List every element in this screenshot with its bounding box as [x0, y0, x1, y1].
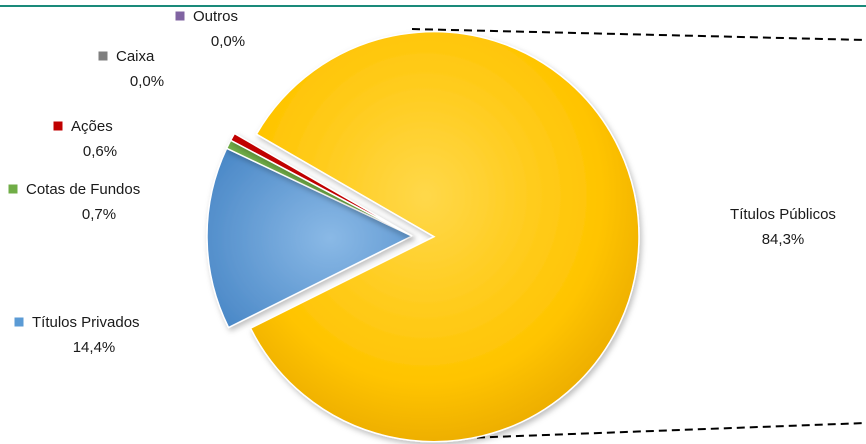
slice-label-1: Títulos Privados 14,4% [13, 314, 140, 356]
pie-slices [206, 30, 640, 443]
slice-label-name: Outros [193, 8, 238, 25]
legend-marker-icon [7, 183, 19, 195]
slice-label-2: Cotas de Fundos 0,7% [7, 181, 140, 223]
pie-labels: Títulos Públicos 84,3% Títulos Privados 14,… [7, 8, 836, 356]
pie-slice-3 [229, 132, 413, 237]
legend-marker-icon [174, 10, 186, 22]
legend-marker-icon [13, 316, 25, 328]
slice-label-name: Caixa [116, 48, 155, 65]
connector-line-top [411, 28, 866, 41]
slice-label-0: Títulos Públicos 84,3% [730, 206, 836, 248]
slice-label-value: 0,0% [130, 73, 164, 90]
slice-label-value: 0,6% [83, 143, 117, 160]
slice-label-5: Outros 0,0% [174, 8, 245, 50]
slice-label-value: 0,0% [211, 33, 245, 50]
slice-label-name: Títulos Públicos [730, 206, 836, 223]
legend-marker-icon [52, 120, 64, 132]
slice-label-value: 0,7% [82, 206, 116, 223]
pie-slice-0 [249, 30, 640, 443]
slice-label-value: 84,3% [762, 231, 805, 248]
legend-marker-icon [97, 50, 109, 62]
slice-label-name: Títulos Privados [32, 314, 140, 331]
slice-label-value: 14,4% [73, 339, 116, 356]
connector-line-bottom [411, 422, 866, 441]
slice-label-name: Ações [71, 118, 113, 135]
pie-slice-1 [206, 147, 414, 329]
slice-label-3: Ações 0,6% [52, 118, 117, 160]
slice-label-name: Cotas de Fundos [26, 181, 140, 198]
slice-label-4: Caixa 0,0% [97, 48, 164, 90]
